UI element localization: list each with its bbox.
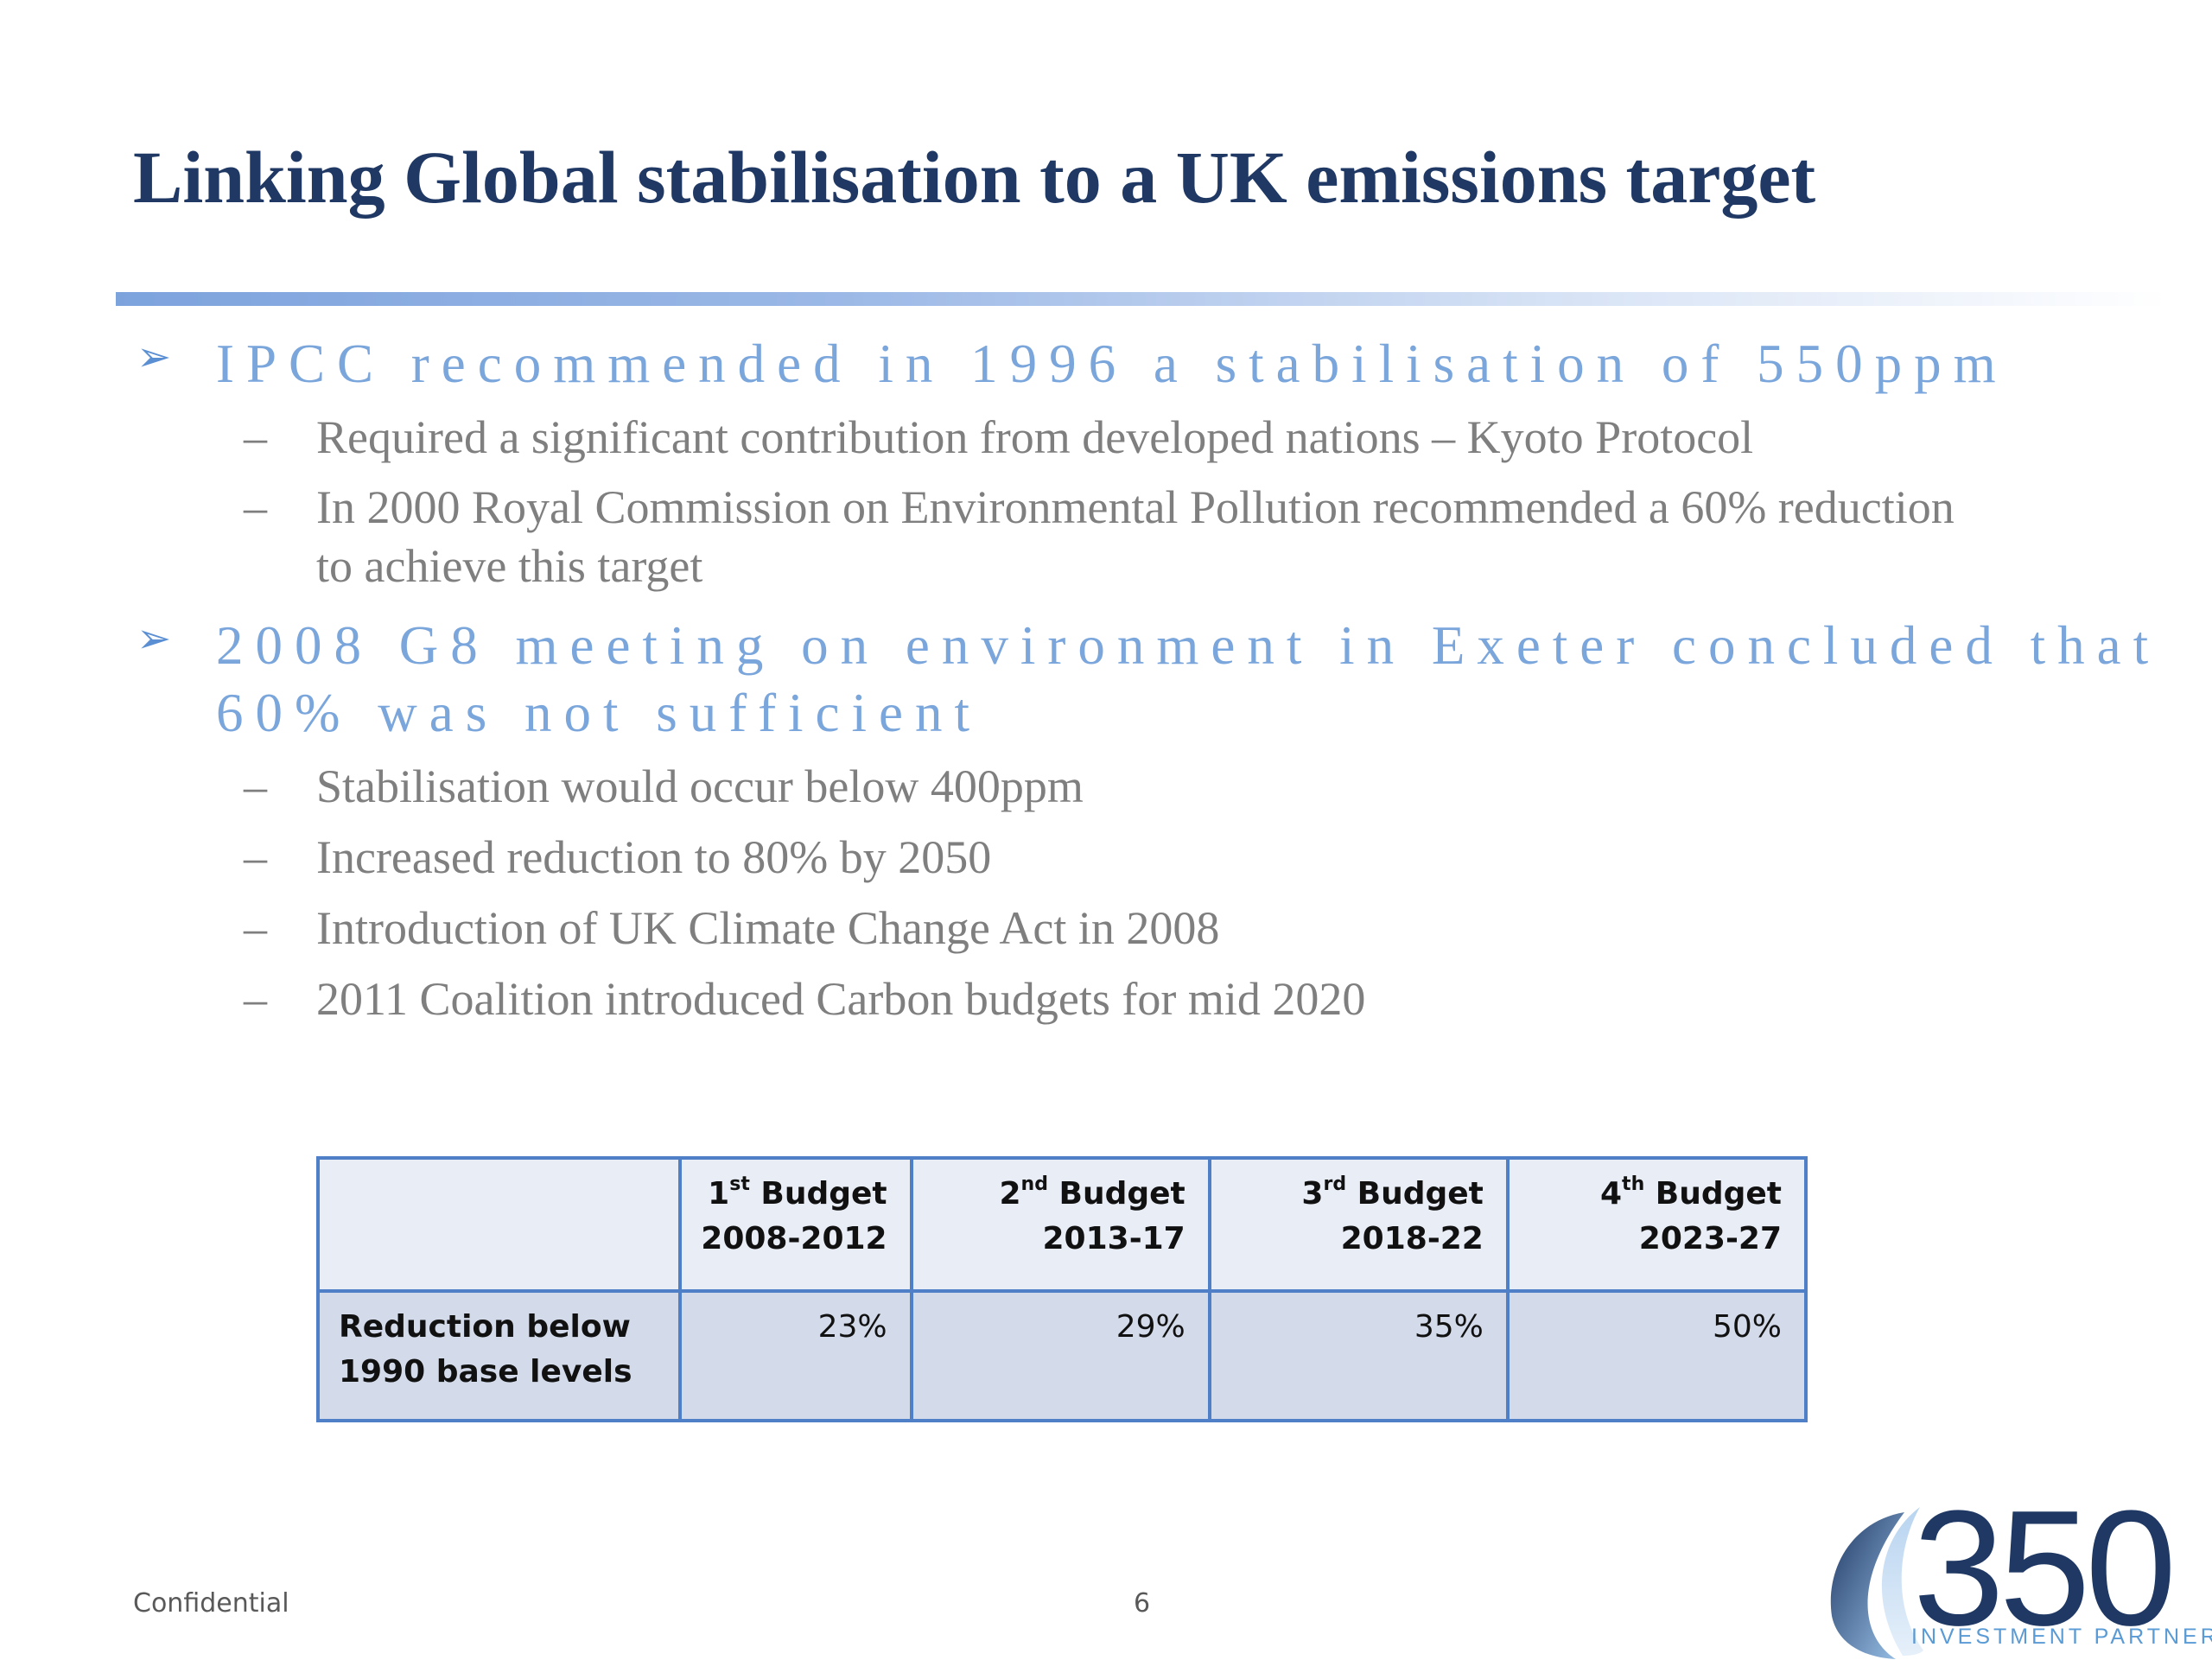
- logo-number: 350: [1913, 1477, 2177, 1660]
- table-header-cell: 4th Budget 2023-27: [1505, 1156, 1808, 1293]
- table-row: Reduction below 1990 base levels 23% 29%…: [315, 1289, 1808, 1422]
- dash-bullet-icon: –: [244, 481, 267, 533]
- dash-bullet-icon: –: [244, 973, 267, 1025]
- sub-bullet-text: 2011 Coalition introduced Carbon budgets…: [316, 973, 1366, 1025]
- arrow-bullet-icon: ➢: [137, 334, 172, 380]
- table-cell: 29%: [909, 1289, 1211, 1422]
- sub-bullet-text: Stabilisation would occur below 400ppm: [316, 760, 1084, 812]
- table-header-cell-empty: [315, 1156, 683, 1293]
- table-row-label: Reduction below 1990 base levels: [315, 1289, 683, 1422]
- dash-bullet-icon: –: [244, 760, 267, 812]
- bullet-text-cont: 60% was not sufficient: [216, 683, 982, 743]
- logo-subtitle: INVESTMENT PARTNERS: [1911, 1625, 2212, 1649]
- carbon-budget-table: 1st Budget 2008-2012 2nd Budget 2013-17 …: [315, 1156, 1808, 1422]
- table-cell: 50%: [1505, 1289, 1808, 1422]
- title-divider: [116, 292, 2169, 306]
- dash-bullet-icon: –: [244, 411, 267, 463]
- table-header-cell: 3rd Budget 2018-22: [1207, 1156, 1510, 1293]
- sub-bullet-text: In 2000 Royal Commission on Environmenta…: [316, 481, 1955, 533]
- sub-bullet-text: Increased reduction to 80% by 2050: [316, 831, 992, 883]
- table-cell: 23%: [678, 1289, 913, 1422]
- bullet-text: IPCC recommended in 1996 a stabilisation…: [216, 334, 2008, 394]
- arrow-bullet-icon: ➢: [137, 616, 172, 662]
- table-header-cell: 1st Budget 2008-2012: [678, 1156, 913, 1293]
- table-header-cell: 2nd Budget 2013-17: [909, 1156, 1211, 1293]
- table-cell: 35%: [1207, 1289, 1510, 1422]
- bullet-text: 2008 G8 meeting on environment in Exeter…: [216, 615, 2161, 676]
- page-number: 6: [1134, 1588, 1151, 1619]
- logo-swoosh-icon: [1830, 1507, 1923, 1659]
- sub-bullet-text-cont: to achieve this target: [316, 540, 703, 592]
- company-logo: 350 INVESTMENT PARTNERS: [1818, 1477, 2212, 1660]
- sub-bullet-text: Required a significant contribution from…: [316, 411, 1754, 463]
- dash-bullet-icon: –: [244, 902, 267, 954]
- table-header-row: 1st Budget 2008-2012 2nd Budget 2013-17 …: [315, 1156, 1808, 1293]
- sub-bullet-text: Introduction of UK Climate Change Act in…: [316, 902, 1220, 954]
- footer-confidential: Confidential: [133, 1588, 289, 1619]
- slide-title: Linking Global stabilisation to a UK emi…: [133, 136, 1816, 219]
- dash-bullet-icon: –: [244, 831, 267, 883]
